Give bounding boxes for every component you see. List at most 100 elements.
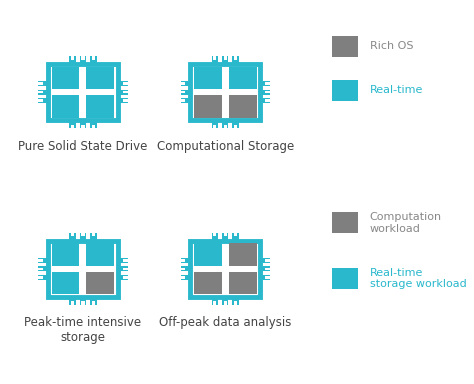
Bar	[181, 83, 185, 85]
Bar	[86, 271, 114, 294]
Bar	[213, 55, 216, 60]
Bar	[123, 259, 128, 262]
Bar	[260, 81, 270, 86]
Bar	[82, 232, 84, 236]
Bar	[38, 258, 48, 263]
Bar	[69, 297, 76, 305]
Bar	[52, 271, 80, 294]
Bar	[181, 258, 190, 263]
Bar	[211, 233, 218, 240]
Bar	[38, 266, 48, 271]
Bar	[123, 83, 128, 85]
Bar	[123, 91, 128, 93]
Bar	[332, 79, 358, 101]
Bar	[211, 56, 218, 64]
Bar	[38, 83, 43, 85]
Text: Pure Solid State Drive: Pure Solid State Drive	[18, 140, 147, 153]
Bar	[71, 55, 74, 60]
Text: Rich OS: Rich OS	[370, 41, 413, 51]
Bar	[92, 232, 95, 236]
Bar	[332, 268, 358, 289]
Bar	[213, 301, 216, 305]
Bar	[86, 95, 114, 118]
Bar	[69, 56, 76, 64]
Bar	[181, 266, 190, 271]
Bar	[82, 55, 84, 60]
Bar	[228, 271, 256, 294]
Bar	[38, 99, 43, 102]
Bar	[232, 121, 239, 128]
Bar	[181, 81, 190, 86]
Bar	[211, 121, 218, 128]
Bar	[86, 67, 114, 89]
Bar	[181, 91, 185, 93]
Bar	[118, 81, 128, 86]
Bar	[38, 268, 43, 270]
Bar	[38, 89, 48, 95]
Bar	[222, 56, 228, 64]
Bar	[181, 89, 190, 95]
Bar	[118, 266, 128, 271]
Bar	[82, 125, 84, 128]
Bar	[228, 243, 256, 266]
Bar	[224, 55, 227, 60]
Bar	[52, 243, 80, 266]
Bar	[181, 276, 185, 278]
Bar	[181, 259, 185, 262]
Bar	[260, 258, 270, 263]
Bar	[92, 125, 95, 128]
Bar	[48, 240, 118, 297]
Text: Real-time: Real-time	[370, 85, 423, 95]
Bar	[232, 56, 239, 64]
Bar	[181, 98, 190, 103]
Bar	[123, 276, 128, 278]
Bar	[92, 55, 95, 60]
Bar	[86, 243, 114, 266]
Bar	[232, 297, 239, 305]
Bar	[38, 275, 48, 280]
Bar	[38, 81, 48, 86]
Bar	[38, 276, 43, 278]
Bar	[224, 232, 227, 236]
Bar	[194, 67, 222, 89]
Bar	[38, 259, 43, 262]
Bar	[52, 67, 80, 89]
Bar	[123, 268, 128, 270]
Text: Computational Storage: Computational Storage	[156, 140, 294, 153]
Bar	[190, 64, 260, 121]
Bar	[90, 56, 97, 64]
Bar	[71, 125, 74, 128]
Bar	[90, 233, 97, 240]
Bar	[232, 233, 239, 240]
Bar	[265, 91, 270, 93]
Bar	[181, 275, 190, 280]
Bar	[194, 243, 222, 266]
Bar	[222, 233, 228, 240]
Bar	[222, 121, 228, 128]
Bar	[118, 275, 128, 280]
Bar	[90, 121, 97, 128]
Text: Peak-time intensive
storage: Peak-time intensive storage	[24, 316, 142, 344]
Bar	[71, 232, 74, 236]
Bar	[222, 297, 228, 305]
Bar	[118, 98, 128, 103]
Bar	[69, 233, 76, 240]
Bar	[194, 95, 222, 118]
Bar	[92, 301, 95, 305]
Bar	[265, 99, 270, 102]
Bar	[48, 64, 118, 121]
Bar	[224, 125, 227, 128]
Bar	[265, 83, 270, 85]
Bar	[260, 266, 270, 271]
Bar	[181, 268, 185, 270]
Text: Off-peak data analysis: Off-peak data analysis	[159, 316, 292, 329]
Bar	[90, 297, 97, 305]
Text: Computation
workload: Computation workload	[370, 212, 442, 233]
Bar	[181, 99, 185, 102]
Bar	[211, 297, 218, 305]
Bar	[234, 232, 237, 236]
Bar	[194, 271, 222, 294]
Bar	[260, 89, 270, 95]
Bar	[190, 240, 260, 297]
Bar	[80, 121, 86, 128]
